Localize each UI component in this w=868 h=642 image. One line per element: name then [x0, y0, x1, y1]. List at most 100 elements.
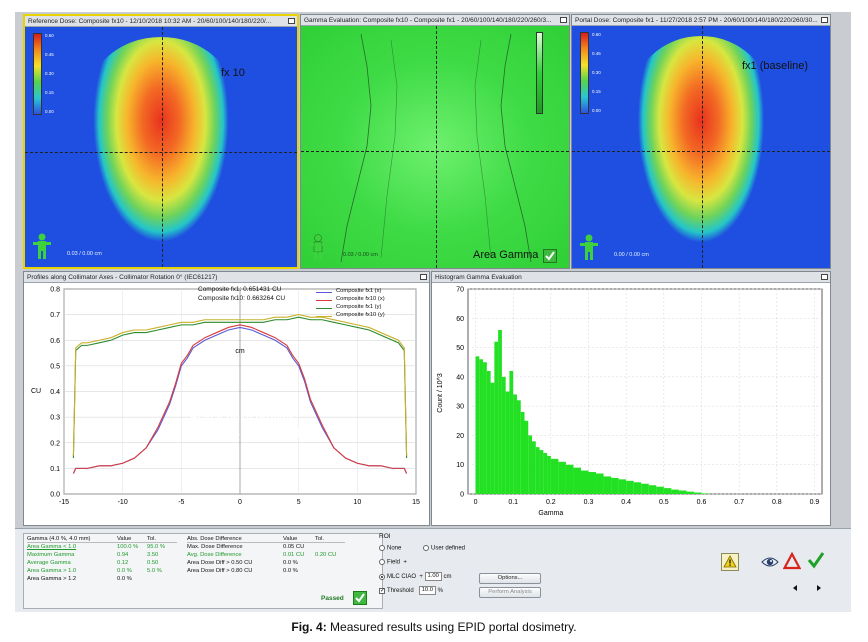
y-axis-label: Count / 10^3: [437, 373, 444, 413]
threshold-checkbox[interactable]: ✓: [379, 587, 386, 594]
caption-label: Fig. 4:: [291, 620, 327, 634]
x-tick-label: 0.6: [697, 499, 707, 506]
delta-icon[interactable]: [783, 552, 801, 570]
histogram-bar: [535, 447, 540, 494]
histogram-bar: [490, 382, 495, 494]
histogram-bar: [618, 479, 627, 494]
histogram-bar: [656, 486, 664, 494]
y-tick-label: 0.3: [50, 415, 60, 422]
maximize-icon[interactable]: [821, 17, 828, 23]
table-row: Avg. Dose Difference 0.01 CU 0.20 CU: [187, 552, 337, 558]
histogram-bar: [686, 491, 694, 494]
y-tick-label: 0.4: [50, 389, 60, 396]
histogram-bar: [633, 482, 642, 494]
table-row: Area Dose Diff > 0.50 CU 0.0 %: [187, 560, 298, 566]
table-row: Maximum Gamma 0.94 3.50: [27, 552, 159, 558]
histogram-chart[interactable]: 0 10 20 30 40 50 60 70 0 0.1 0.2 0.3 0.4 0.5 0.6 0.7 0.8…: [432, 283, 831, 526]
histogram-bar: [603, 476, 612, 494]
gamma-evaluation-pane[interactable]: Gamma Evaluation: Composite fx10 - Compo…: [300, 14, 570, 269]
roi-section-title: ROI: [379, 533, 391, 540]
histogram-bar: [539, 450, 544, 494]
histogram-bar: [626, 480, 634, 494]
profile-chart[interactable]: 0.0 0.1 0.2 0.3 0.4 0.5 0.6 0.7 0.8 -15 -10 -5 0 5 10 1…: [24, 283, 430, 526]
table-row: Area Gamma < 1.0 100.0 % 95.0 %: [27, 544, 166, 550]
gamma-evaluation-title: Gamma Evaluation: Composite fx10 - Compo…: [301, 15, 569, 26]
gamma-table: Gamma (4.0 %, 4.0 mm) Value Tol. Area Gamm…: [27, 535, 177, 583]
histogram-bar: [483, 362, 487, 494]
reference-dose-title: Reference Dose: Composite fx10 - 12/10/2…: [25, 16, 297, 27]
crosshair-horizontal: [25, 152, 297, 153]
warning-icon[interactable]: [721, 553, 739, 571]
profile-readout-fx1: Composite fx1: 0.651431 CU: [198, 286, 282, 293]
dose-table: Abs. Dose Difference Value Tol. Max. Dose …: [187, 535, 345, 575]
y-tick-label: 10: [456, 462, 464, 469]
colorbar-tick: 0.00: [45, 109, 54, 114]
y-tick-label: 0.0: [50, 492, 60, 499]
crosshair-horizontal: [572, 151, 830, 152]
histogram-bar: [547, 455, 551, 494]
table-row: Area Dose Diff > 0.80 CU 0.0 %: [187, 568, 298, 574]
portal-label: fx1 (baseline): [742, 60, 809, 72]
y-tick-label: 20: [456, 433, 464, 440]
histogram-bar: [528, 435, 533, 494]
table-row: Area Gamma > 1.0 0.0 % 5.0 %: [27, 568, 162, 574]
histogram-bar: [580, 470, 589, 494]
x-axis-label: Gamma: [538, 510, 563, 517]
legend-entry: Composite fx10 (x): [314, 296, 385, 304]
x-tick-label: 0: [474, 499, 478, 506]
x-tick-label: 0.2: [546, 499, 556, 506]
series-line: [72, 324, 408, 474]
radio-none[interactable]: [379, 545, 385, 551]
profiles-pane[interactable]: Profiles along Collimator Axes - Collima…: [23, 271, 430, 526]
maximize-icon[interactable]: [560, 17, 567, 23]
maximize-icon[interactable]: [420, 274, 427, 280]
threshold-option[interactable]: ✓ Threshold 10.0 %: [379, 586, 444, 595]
options-button[interactable]: Options...: [479, 573, 541, 584]
roi-option-none[interactable]: None: [379, 545, 401, 552]
mlc-margin-input[interactable]: 1.00: [424, 572, 442, 581]
x-tick-label: 0.7: [734, 499, 744, 506]
previous-arrow-icon[interactable]: [791, 584, 799, 592]
check-icon: [353, 591, 367, 605]
histogram-bar: [663, 488, 672, 494]
y-tick-label: 0.1: [50, 466, 60, 473]
radio-mlc-ciao[interactable]: [379, 573, 385, 580]
portal-dose-image[interactable]: 0.60 0.45 0.30 0.15 0.00 fx1 (baseline) …: [572, 26, 830, 268]
y-axis-label: CU: [31, 388, 41, 395]
roi-option-mlc[interactable]: MLC CIAO + 1.00 cm: [379, 572, 452, 581]
results-panel: Gamma (4.0 %, 4.0 mm) Value Tol. Area Gamm…: [15, 528, 851, 612]
roi-option-user-defined[interactable]: User defined: [423, 545, 465, 552]
profiles-title: Profiles along Collimator Axes - Collima…: [24, 272, 429, 283]
histogram-pane[interactable]: Histogram Gamma Evaluation 0 10 20 30 40 50 60…: [431, 271, 831, 526]
threshold-input[interactable]: 10.0: [418, 586, 436, 595]
histogram-bar: [543, 453, 548, 494]
reference-dose-image[interactable]: 0.60 0.45 0.30 0.15 0.00 fx 10 0.03 / 0.…: [25, 27, 297, 267]
maximize-icon[interactable]: [288, 18, 295, 24]
perform-analysis-button[interactable]: Perform Analysis: [479, 587, 541, 598]
colorbar-tick: 0.00: [592, 108, 601, 113]
approve-check-icon[interactable]: [807, 551, 825, 569]
gamma-evaluation-image[interactable]: Area Gamma 0.03 / 0.00 cm: [301, 26, 569, 268]
profile-readout-fx10: Composite fx10: 0.663264 CU: [198, 295, 286, 302]
next-arrow-icon[interactable]: [815, 584, 823, 592]
histogram-bar: [693, 492, 702, 494]
radio-field[interactable]: [379, 559, 385, 565]
radio-user-defined[interactable]: [423, 545, 429, 551]
roi-option-field[interactable]: Field +: [379, 559, 407, 566]
histogram-bar: [611, 477, 619, 494]
gamma-contour-overlay: [340, 33, 532, 263]
cursor-coordinate: 0.00 / 0.00 cm: [614, 252, 649, 258]
portal-dose-title: Portal Dose: Composite fx1 - 11/27/2018 …: [572, 15, 830, 26]
colorbar: [580, 32, 589, 114]
reference-dose-pane[interactable]: Reference Dose: Composite fx10 - 12/10/2…: [23, 14, 299, 269]
histogram-bar: [532, 441, 536, 494]
colorbar-tick: 0.45: [45, 52, 54, 57]
x-tick-label: 0.4: [621, 499, 631, 506]
x-tick-label: -15: [59, 499, 69, 506]
y-tick-label: 0.6: [50, 338, 60, 345]
eye-icon[interactable]: [761, 553, 779, 571]
histogram-bar: [475, 356, 480, 494]
maximize-icon[interactable]: [821, 274, 828, 280]
histogram-bar: [509, 371, 514, 494]
portal-dose-pane[interactable]: Portal Dose: Composite fx1 - 11/27/2018 …: [571, 14, 831, 269]
